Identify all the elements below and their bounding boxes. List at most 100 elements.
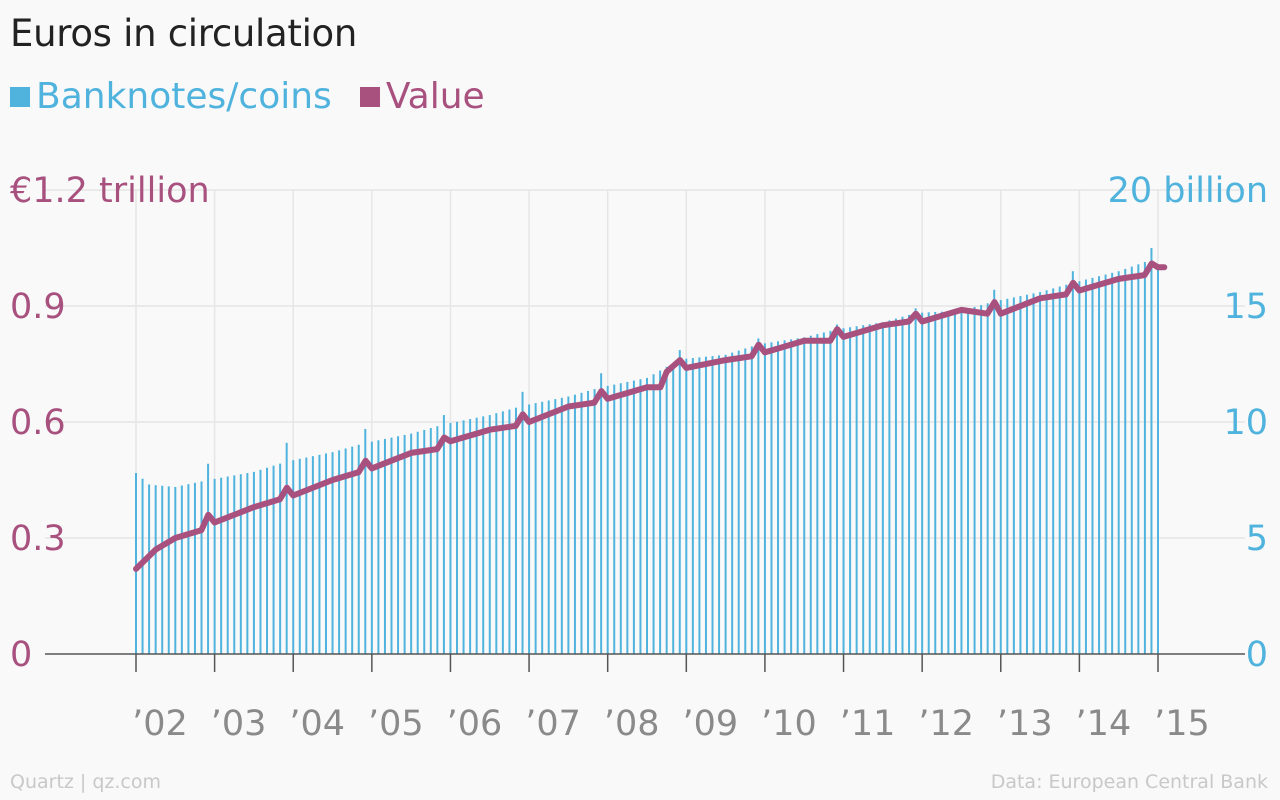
banknotes-bar — [534, 403, 537, 654]
legend-label-value: Value — [385, 76, 485, 117]
banknotes-bar — [475, 417, 478, 654]
banknotes-bar — [790, 339, 793, 654]
banknotes-bar — [305, 457, 308, 654]
x-tick-label: ’14 — [1076, 704, 1132, 744]
banknotes-bar — [803, 337, 806, 654]
chart-title: Euros in circulation — [10, 12, 358, 55]
x-tick-label: ’02 — [132, 704, 188, 744]
legend-swatch-value — [359, 86, 380, 107]
banknotes-bar — [632, 380, 635, 654]
banknotes-bar — [816, 334, 819, 654]
banknotes-bar — [1052, 288, 1055, 654]
banknotes-bar — [770, 342, 773, 654]
banknotes-bar — [573, 394, 576, 654]
x-tick-label: ’10 — [761, 704, 817, 744]
legend-swatch-banknotes — [10, 86, 30, 107]
banknotes-bar — [357, 444, 360, 654]
banknotes-bar — [495, 413, 498, 654]
banknotes-bar — [986, 303, 989, 654]
x-tick-label: ’13 — [997, 704, 1053, 744]
data-source: Data: European Central Bank — [990, 771, 1268, 793]
banknotes-bar — [148, 484, 151, 654]
banknotes-bar — [1157, 264, 1159, 654]
banknotes-bar — [252, 471, 255, 654]
y-left-tick-label: 0.9 — [10, 287, 66, 327]
y-left-tick-label: 0.6 — [10, 403, 66, 443]
banknotes-bar — [220, 477, 223, 654]
banknotes-bar — [731, 352, 734, 654]
banknotes-bar — [593, 389, 596, 654]
banknotes-bar — [1143, 261, 1146, 654]
legend-label-banknotes: Banknotes/coins — [36, 76, 332, 117]
banknotes-bar — [921, 312, 924, 654]
banknotes-bar — [993, 289, 996, 654]
banknotes-bar — [416, 431, 419, 654]
banknotes-bar — [311, 456, 314, 654]
banknotes-bar — [744, 348, 747, 654]
banknotes-bar — [390, 437, 393, 654]
legend: Banknotes/coins Value — [10, 76, 513, 117]
banknotes-bar — [351, 446, 354, 654]
banknotes-bar — [626, 381, 629, 654]
banknotes-bar — [947, 311, 950, 654]
banknotes-bar — [894, 318, 897, 654]
banknotes-bar — [855, 326, 858, 654]
legend-item-banknotes: Banknotes/coins — [10, 76, 332, 117]
banknotes-bar — [501, 411, 504, 654]
banknotes-bar — [1098, 276, 1101, 654]
legend-item-value: Value — [359, 76, 485, 117]
banknotes-bar — [1019, 296, 1022, 654]
banknotes-bar — [1025, 294, 1028, 654]
banknotes-bar — [953, 310, 956, 654]
banknotes-bar — [410, 433, 413, 654]
banknotes-bar — [580, 392, 583, 654]
banknotes-bar — [862, 325, 865, 654]
banknotes-bar — [429, 428, 432, 654]
banknotes-bar — [685, 358, 688, 654]
banknotes-bar — [842, 328, 845, 654]
banknotes-bar — [449, 423, 452, 654]
banknotes-bar — [292, 460, 295, 654]
banknotes-bar — [718, 355, 721, 654]
banknotes-bar — [1084, 279, 1087, 654]
banknotes-bar — [266, 467, 269, 654]
banknotes-bar — [1117, 271, 1120, 654]
banknotes-bar — [207, 463, 210, 654]
banknotes-bar — [1039, 292, 1042, 654]
x-tick-label: ’08 — [604, 704, 660, 744]
banknotes-bar — [246, 473, 249, 654]
banknotes-bar — [1071, 271, 1074, 654]
y-right-tick-label: 5 — [1246, 519, 1268, 559]
banknotes-bar — [672, 363, 675, 654]
banknotes-bar — [750, 346, 753, 654]
banknotes-bar — [370, 441, 373, 654]
banknotes-bar — [881, 322, 884, 654]
banknotes-bar — [423, 429, 426, 654]
y-right-tick-label: 15 — [1223, 287, 1268, 327]
y-left-tick-label: 0.3 — [10, 519, 66, 559]
banknotes-bar — [383, 438, 386, 654]
banknotes-bar — [226, 476, 229, 654]
value-line-group — [133, 260, 1168, 572]
banknotes-bar — [940, 311, 943, 654]
banknotes-bar — [704, 356, 707, 654]
y-left-top-label: €1.2 trillion — [10, 171, 210, 211]
banknotes-bar — [442, 415, 445, 654]
banknotes-bar — [1150, 248, 1153, 654]
banknotes-bar — [560, 397, 563, 654]
banknotes-bar — [849, 327, 852, 654]
banknotes-bar — [514, 407, 517, 654]
banknotes-bar — [285, 442, 288, 654]
banknotes-bar — [973, 306, 976, 654]
banknotes-bar — [901, 316, 904, 654]
x-tick-label: ’04 — [289, 704, 345, 744]
banknotes-bar — [318, 454, 321, 654]
banknotes-bar — [167, 486, 170, 654]
banknotes-bar — [999, 300, 1002, 654]
banknotes-bar — [868, 324, 871, 654]
banknotes-bar — [279, 463, 282, 654]
axes: 0 0.3 0.6 0.9 €1.2 trillion 0 5 10 15 20 billion ’… — [10, 171, 1268, 744]
banknotes-bar — [338, 450, 341, 654]
banknotes-bar — [397, 436, 400, 654]
